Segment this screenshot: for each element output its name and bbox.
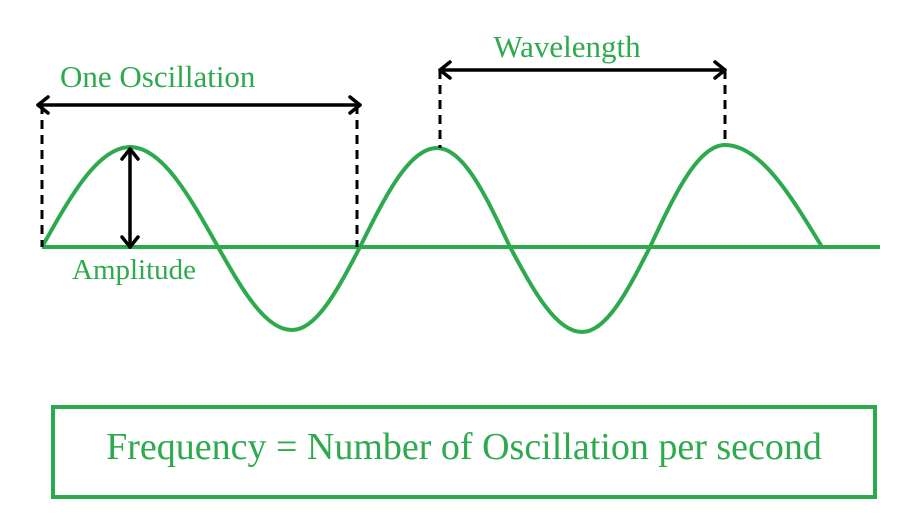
formula-text: Frequency = Number of Oscillation per se… [106, 426, 822, 468]
arrow-head [36, 95, 50, 115]
guides [40, 70, 727, 247]
arrow-head [120, 235, 140, 249]
arrows [36, 60, 727, 249]
arrow-head [120, 147, 140, 161]
one-oscillation-label: One Oscillation [60, 59, 256, 94]
arrow-head [713, 60, 727, 80]
formula-box [51, 405, 877, 499]
wave [40, 142, 824, 335]
wavelength-label: Wavelength [493, 29, 641, 64]
arrow-head [348, 95, 362, 115]
amplitude-label: Amplitude [72, 254, 196, 286]
arrow-head [438, 60, 452, 80]
